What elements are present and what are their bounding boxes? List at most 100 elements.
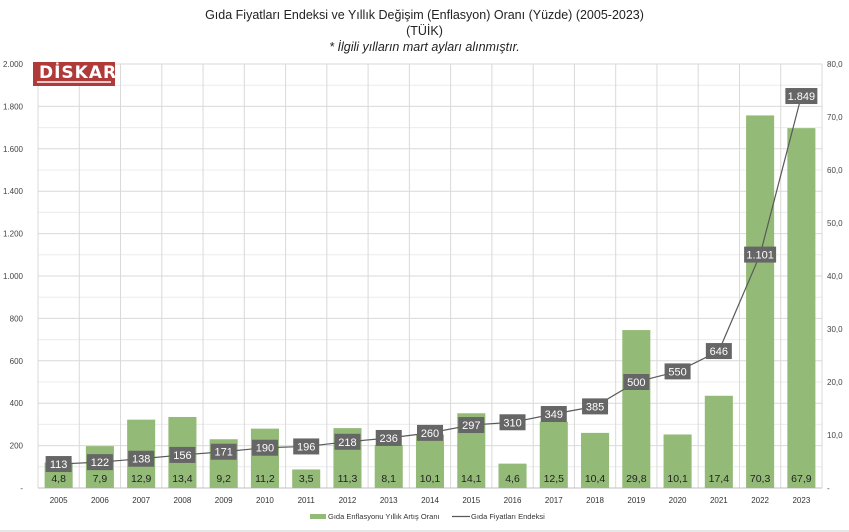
bar-data-label: 4,6 [505,473,520,485]
x-tick-label: 2008 [174,496,192,505]
left-tick-label: 600 [10,357,24,366]
bar-data-label: 12,9 [131,473,152,485]
bar-data-label: 10,1 [667,473,688,485]
right-tick-label: - [827,484,830,493]
line-label-box [128,450,155,467]
line-label-box [540,406,567,423]
line-label-box [417,424,443,441]
line-data-label: 500 [627,377,645,389]
left-tick-label: 1.800 [3,102,24,111]
line-data-label: 190 [256,443,274,455]
line-data-label: 156 [173,450,191,462]
bar-data-label: 11,2 [255,473,275,485]
legend-line-label: Gıda Fiyatları Endeksi [471,512,545,521]
bar [787,128,816,488]
line-label-box [623,374,650,390]
right-tick-label: 80,0 [827,60,843,69]
line-label-box [785,88,818,105]
line-label-box [334,433,361,450]
line-label-box [293,438,320,455]
bar-data-label: 17,4 [709,473,730,485]
x-tick-label: 2011 [298,496,316,505]
bar-data-label: 11,3 [338,473,358,485]
left-tick-label: - [20,484,23,493]
line-data-label: 385 [586,401,604,413]
line-label-box [582,398,609,415]
bar [704,395,733,488]
x-tick-label: 2007 [132,496,150,505]
left-tick-label: 2.000 [3,60,24,69]
bar [622,330,651,488]
chart-title: Gıda Fiyatları Endeksi ve Yıllık Değişim… [205,8,644,22]
bar-data-label: 12,5 [544,473,565,485]
bar [374,445,403,488]
line-data-label: 310 [503,417,521,429]
line-label-box [251,439,278,456]
x-tick-label: 2010 [256,496,274,505]
x-tick-label: 2018 [586,496,604,505]
bar [250,428,279,488]
chart-note: * İlgili yılların mart ayları alınmıştır… [329,40,520,54]
left-tick-label: 400 [10,399,24,408]
line-data-label: 550 [668,366,686,378]
line-data-label: 113 [50,459,68,471]
right-tick-label: 20,0 [827,378,843,387]
x-tick-label: 2006 [91,496,109,505]
bar [746,115,775,488]
line-label-box [169,446,196,463]
bar-data-label: 29,8 [626,473,647,485]
line-label-box [458,417,485,434]
line-data-label: 218 [338,437,356,449]
bar [663,434,692,488]
line-data-label: 138 [132,454,150,466]
x-tick-label: 2014 [421,496,439,505]
line-label-box [210,443,237,460]
bar-data-label: 3,5 [299,473,314,485]
legend-bar-label: Gıda Enflasyonu Yıllık Artış Oranı [328,512,440,521]
line-label-box [45,456,72,473]
bar-data-label: 8,1 [381,473,396,485]
right-tick-label: 70,0 [827,113,843,122]
line-label-box [664,363,691,380]
left-tick-label: 1.200 [3,230,24,239]
x-tick-label: 2021 [710,496,728,505]
line-data-label: 122 [91,457,109,469]
bar [539,421,568,488]
diskar-logo: DİSKAR [33,62,116,86]
bar-data-label: 10,4 [585,473,606,485]
right-tick-label: 10,0 [827,431,843,440]
x-tick-label: 2019 [627,496,645,505]
line-series [58,95,802,465]
line-label-box [705,343,732,360]
bar-data-label: 70,3 [750,473,771,485]
bar-data-label: 10,1 [420,473,441,485]
line-label-box [744,246,777,263]
line-label-box [499,414,526,431]
bar-data-label: 13,4 [172,473,193,485]
line-data-label: 260 [421,428,439,440]
right-tick-label: 60,0 [827,166,843,175]
legend-bar-swatch [310,514,326,519]
x-tick-label: 2015 [462,496,480,505]
line-data-label: 1.101 [746,250,774,262]
right-tick-label: 40,0 [827,272,843,281]
line-label-box [375,429,402,446]
left-tick-label: 200 [10,442,24,451]
line-data-label: 236 [380,433,398,445]
x-tick-label: 2022 [751,496,769,505]
line-data-label: 646 [710,346,728,358]
left-tick-label: 1.000 [3,272,24,281]
x-tick-label: 2020 [669,496,687,505]
bar [581,432,610,488]
right-tick-label: 50,0 [827,219,843,228]
x-tick-label: 2012 [339,496,357,505]
bar [415,434,445,488]
chart-subtitle: (TÜİK) [406,24,443,38]
line-label-box [86,454,113,471]
line-data-label: 297 [462,420,480,432]
x-tick-label: 2005 [50,496,68,505]
x-tick-label: 2016 [504,496,522,505]
x-tick-label: 2009 [215,496,233,505]
